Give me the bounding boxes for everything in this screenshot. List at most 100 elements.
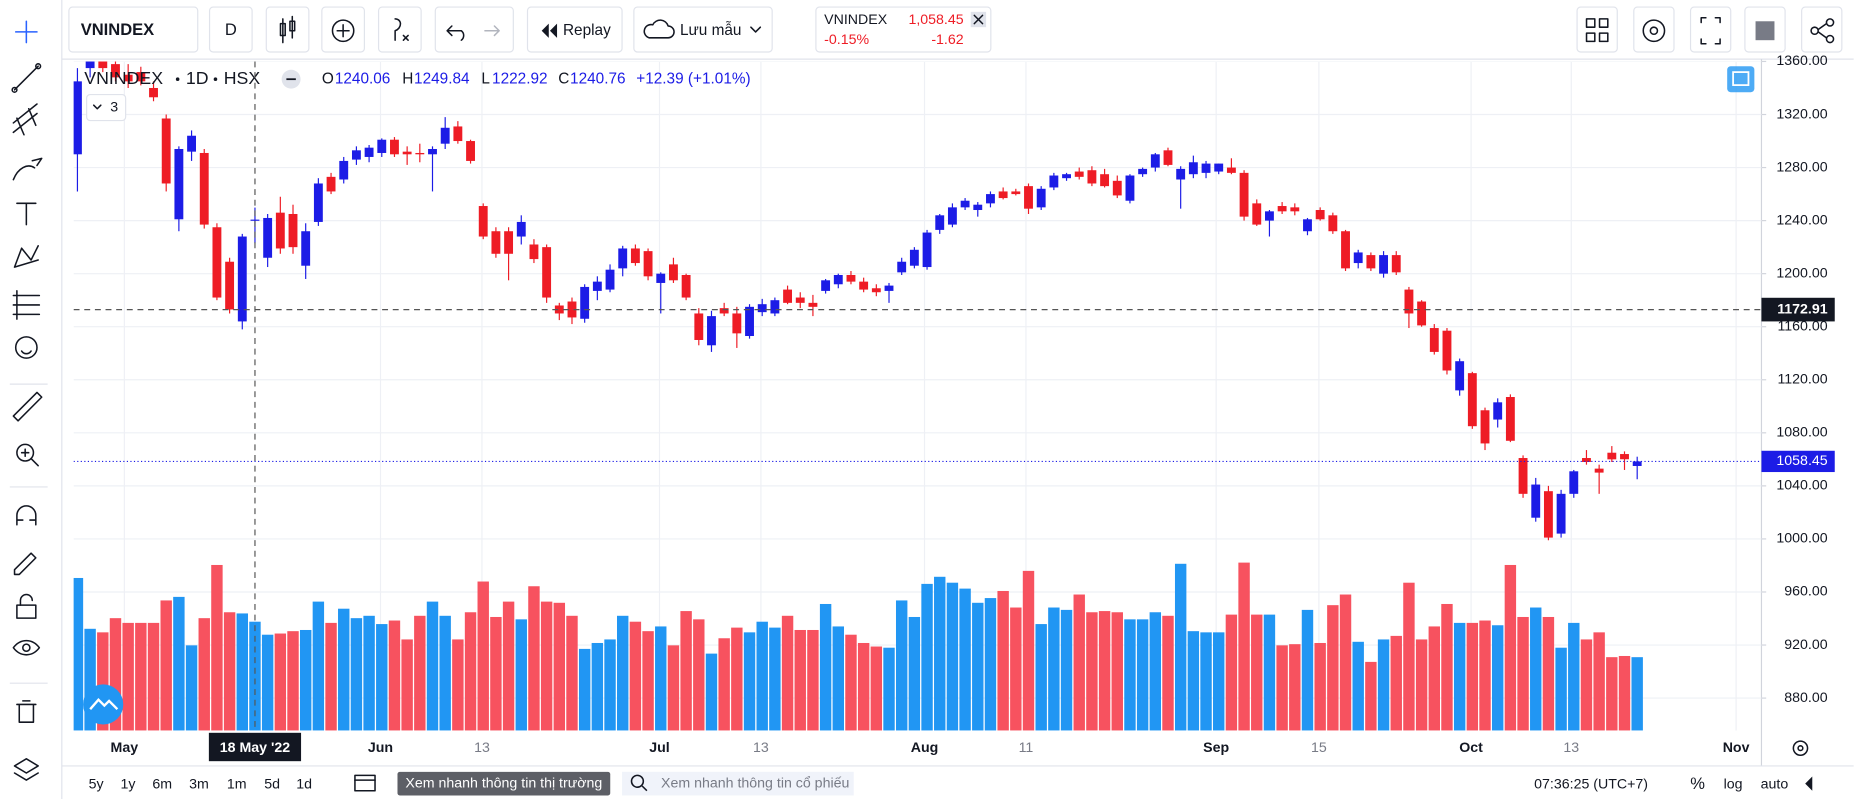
candle-body	[833, 274, 843, 285]
indicators-button[interactable]	[321, 6, 365, 53]
range-button[interactable]: 1m	[227, 777, 247, 793]
fullscreen-button[interactable]	[1689, 6, 1732, 53]
candle-body	[1569, 471, 1579, 494]
candle-body	[897, 261, 907, 273]
volume-bar	[185, 645, 198, 731]
candle-body	[1201, 163, 1211, 173]
y-tick-label: 1120.00	[1777, 372, 1827, 388]
percent-toggle[interactable]: %	[1690, 774, 1705, 793]
top-toolbar: VNINDEX D Replay Lưu mẫu VNINDEX 1,058.4…	[68, 6, 1843, 53]
volume-bar	[1466, 622, 1479, 731]
volume-bar	[591, 642, 604, 731]
y-tick-label: 1360.00	[1776, 53, 1827, 69]
calendar-button[interactable]	[354, 774, 376, 792]
replay-button[interactable]	[526, 6, 623, 53]
snapshot-button[interactable]	[1744, 6, 1786, 53]
save-button[interactable]	[633, 6, 773, 53]
text-tool[interactable]	[16, 202, 37, 226]
candle-body	[580, 286, 590, 319]
volume-bar	[883, 647, 895, 731]
undo-redo[interactable]	[434, 6, 514, 53]
quote-close[interactable]	[970, 11, 987, 28]
hide-tool[interactable]	[12, 639, 41, 656]
magnet-tool[interactable]	[16, 505, 37, 526]
brush-tool[interactable]	[12, 157, 43, 181]
range-button[interactable]: 3m	[189, 777, 209, 793]
volume-bar	[502, 601, 515, 731]
symbol-search[interactable]	[68, 6, 199, 53]
candle-body	[288, 213, 298, 248]
stock-search-placeholder: Xem nhanh thông tin cổ phiếu	[661, 775, 849, 791]
candle-body	[1594, 468, 1604, 473]
volume-bar	[312, 601, 325, 731]
object-tree-toggle[interactable]	[1727, 66, 1755, 93]
log-toggle[interactable]: log	[1724, 777, 1743, 793]
legend-change: +12.39 (+1.01%)	[636, 70, 750, 87]
stock-search[interactable]	[622, 771, 854, 796]
ruler-tool[interactable]	[12, 391, 43, 422]
candle-body	[1290, 207, 1300, 212]
volume-bar	[1048, 607, 1060, 731]
volume-bar	[376, 624, 388, 731]
prediction-tool[interactable]	[12, 289, 41, 320]
x-tick-label: May	[111, 740, 139, 756]
range-button[interactable]: 5d	[264, 777, 280, 793]
share-button[interactable]	[1801, 6, 1843, 53]
candle-body	[947, 207, 957, 225]
chart-type-button[interactable]	[265, 6, 310, 53]
layout-button[interactable]	[1576, 6, 1618, 53]
axes: 880.00 920.00 960.00 1000.00 1040.00 1080.00 1…	[111, 53, 1835, 762]
object-tree[interactable]	[13, 758, 39, 781]
market-button[interactable]	[397, 771, 611, 796]
candle-body	[1505, 397, 1515, 441]
fib-tool[interactable]	[12, 103, 38, 136]
volume-bar	[1124, 619, 1136, 731]
candle-body	[111, 64, 120, 78]
crosshair-tool[interactable]	[14, 20, 38, 44]
range-button[interactable]: 6m	[152, 777, 172, 793]
candle-body	[1315, 210, 1325, 220]
volume-bar	[1111, 612, 1123, 731]
legend-close: 1240.76	[570, 70, 626, 87]
save-dropdown[interactable]	[750, 26, 762, 33]
pattern-tool[interactable]	[13, 245, 39, 268]
settings-button[interactable]	[1633, 6, 1675, 53]
time-axis-settings[interactable]	[1792, 740, 1809, 757]
alert-button[interactable]	[377, 6, 422, 53]
volume-bar	[477, 581, 489, 731]
range-button[interactable]: 5y	[89, 777, 105, 793]
volume-bar	[1213, 632, 1225, 731]
legend-low: 1222.92	[492, 70, 548, 87]
collapse-arrow[interactable]	[1805, 776, 1813, 791]
stay-drawing-tool[interactable]	[13, 552, 37, 576]
volume-bar	[426, 601, 439, 731]
candle-body	[973, 204, 983, 211]
emoji-tool[interactable]	[14, 336, 38, 359]
quote-symbol: VNINDEX	[824, 12, 888, 28]
candle-body	[1417, 301, 1427, 326]
lock-tool[interactable]	[16, 593, 37, 619]
zoom-tool[interactable]	[16, 443, 39, 467]
candle-body	[1404, 289, 1414, 314]
candle-body	[377, 139, 387, 153]
range-button[interactable]: 1y	[121, 777, 137, 793]
interval-button[interactable]	[208, 6, 253, 53]
candle-body	[846, 274, 856, 282]
volume-bar	[363, 615, 375, 731]
legend-open: 1240.06	[335, 70, 391, 87]
range-button[interactable]: 1d	[296, 777, 312, 793]
replay-icon	[541, 23, 558, 38]
candle-body	[1138, 168, 1148, 175]
candle-body	[301, 231, 311, 266]
volume-bar	[984, 598, 997, 731]
volume-bar	[147, 622, 160, 731]
auto-toggle[interactable]: auto	[1761, 777, 1789, 793]
legend-toggle[interactable]	[281, 69, 301, 89]
delete-tool[interactable]	[16, 700, 37, 723]
candle-body	[351, 150, 361, 160]
candle-body	[313, 183, 323, 222]
candle-body	[1062, 174, 1071, 179]
indicators-collapse[interactable]	[86, 93, 127, 122]
trendline-tool[interactable]	[11, 63, 42, 93]
